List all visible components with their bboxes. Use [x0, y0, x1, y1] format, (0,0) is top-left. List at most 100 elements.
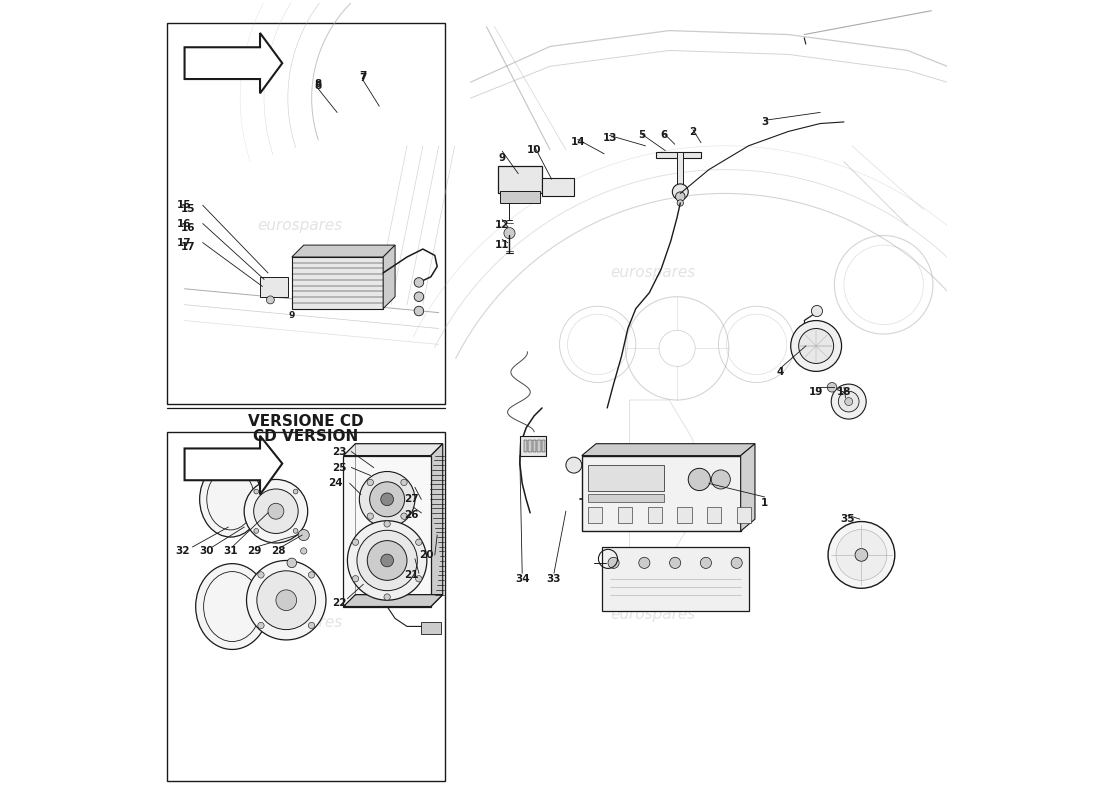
Circle shape — [254, 489, 258, 494]
Text: 8: 8 — [315, 79, 321, 89]
Polygon shape — [383, 245, 395, 309]
Bar — [528, 440, 531, 452]
Bar — [737, 507, 751, 523]
Text: 7: 7 — [360, 74, 367, 83]
Circle shape — [352, 575, 359, 582]
Circle shape — [678, 200, 683, 206]
Circle shape — [367, 541, 407, 580]
Circle shape — [294, 529, 298, 534]
Bar — [542, 440, 546, 452]
Circle shape — [298, 530, 309, 541]
Circle shape — [287, 558, 297, 568]
Bar — [499, 191, 540, 203]
Circle shape — [257, 571, 316, 630]
Bar — [524, 440, 527, 452]
Bar — [588, 465, 663, 491]
Circle shape — [308, 622, 315, 629]
Polygon shape — [343, 444, 442, 456]
Bar — [678, 507, 692, 523]
Circle shape — [675, 192, 685, 202]
Text: 20: 20 — [419, 550, 435, 560]
Circle shape — [246, 561, 326, 640]
Text: 1: 1 — [761, 498, 768, 508]
Circle shape — [799, 329, 834, 363]
Circle shape — [855, 549, 868, 562]
Polygon shape — [185, 436, 283, 494]
Text: 30: 30 — [199, 546, 214, 556]
Text: 33: 33 — [547, 574, 561, 584]
Bar — [707, 507, 722, 523]
Polygon shape — [185, 33, 283, 94]
Polygon shape — [343, 594, 442, 606]
Ellipse shape — [196, 564, 268, 650]
Text: 28: 28 — [271, 546, 286, 556]
Circle shape — [791, 321, 842, 371]
Circle shape — [670, 558, 681, 569]
Text: 34: 34 — [515, 574, 529, 584]
Text: 9: 9 — [288, 311, 295, 320]
Text: 23: 23 — [332, 446, 346, 457]
Text: 17: 17 — [177, 238, 191, 248]
Circle shape — [828, 522, 894, 588]
Circle shape — [381, 554, 394, 567]
Text: 11: 11 — [495, 240, 509, 250]
Polygon shape — [167, 432, 446, 782]
Circle shape — [266, 296, 274, 304]
Polygon shape — [582, 456, 740, 531]
Circle shape — [415, 292, 424, 302]
Circle shape — [838, 391, 859, 412]
Text: CD VERSION: CD VERSION — [253, 429, 359, 444]
Polygon shape — [292, 245, 395, 257]
Circle shape — [384, 521, 390, 527]
Polygon shape — [740, 444, 755, 531]
Circle shape — [276, 590, 297, 610]
Circle shape — [367, 513, 374, 519]
Text: eurospares: eurospares — [610, 266, 696, 280]
Circle shape — [416, 575, 422, 582]
Text: 32: 32 — [176, 546, 190, 556]
Text: 16: 16 — [177, 218, 191, 229]
Circle shape — [812, 306, 823, 317]
Text: 7: 7 — [360, 71, 367, 81]
Text: 29: 29 — [248, 546, 262, 556]
Text: 35: 35 — [840, 514, 855, 524]
Text: 8: 8 — [315, 81, 321, 91]
Circle shape — [244, 479, 308, 543]
Circle shape — [836, 530, 887, 580]
Text: 3: 3 — [761, 117, 768, 127]
Bar — [538, 440, 541, 452]
Bar — [588, 507, 603, 523]
Circle shape — [352, 539, 359, 546]
Text: 18: 18 — [837, 387, 851, 397]
Circle shape — [416, 539, 422, 546]
Circle shape — [300, 548, 307, 554]
Circle shape — [370, 482, 405, 517]
Bar — [618, 507, 632, 523]
Circle shape — [712, 470, 730, 489]
Text: eurospares: eurospares — [257, 218, 342, 233]
Circle shape — [268, 503, 284, 519]
Polygon shape — [602, 547, 749, 610]
Bar — [588, 494, 663, 502]
Circle shape — [845, 398, 853, 406]
Text: 16: 16 — [182, 222, 196, 233]
Bar — [292, 257, 383, 309]
Polygon shape — [520, 436, 546, 456]
Circle shape — [358, 530, 417, 590]
Text: 15: 15 — [182, 204, 196, 214]
Circle shape — [832, 384, 866, 419]
Circle shape — [381, 493, 394, 506]
Text: 12: 12 — [495, 220, 509, 230]
Bar — [421, 622, 441, 634]
Circle shape — [400, 479, 407, 486]
Text: 10: 10 — [527, 145, 541, 154]
Circle shape — [400, 513, 407, 519]
Circle shape — [639, 558, 650, 569]
Circle shape — [294, 489, 298, 494]
Text: 9: 9 — [498, 153, 506, 162]
Circle shape — [415, 306, 424, 316]
Text: 15: 15 — [177, 200, 191, 210]
Text: 17: 17 — [182, 242, 196, 252]
Circle shape — [701, 558, 712, 569]
Polygon shape — [343, 456, 431, 606]
